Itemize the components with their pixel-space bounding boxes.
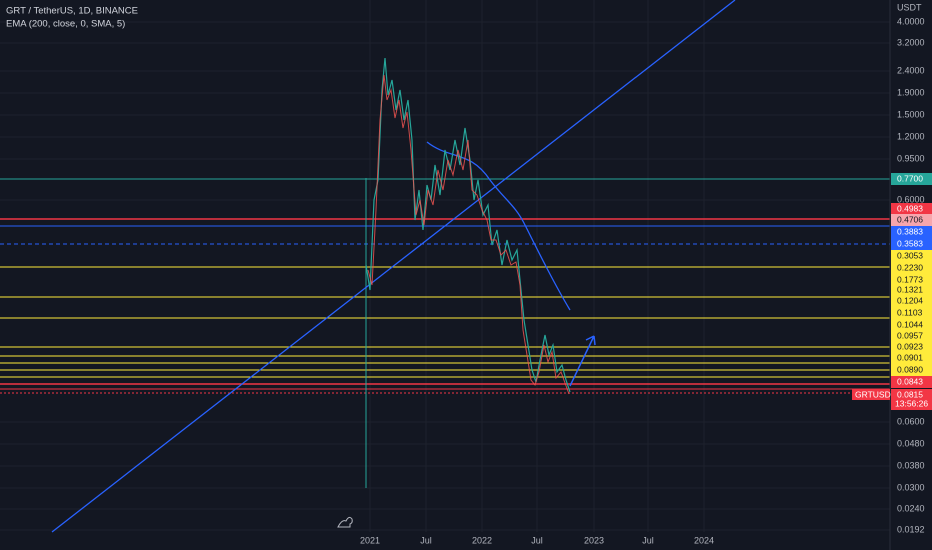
price-tag-bg [891, 173, 932, 185]
price-labels: 4.0000 3.2000 2.4000 1.9000 1.5000 1.2000 0.95… [897, 16, 925, 534]
price-tag-bg [891, 341, 932, 353]
symbol-price-bg [891, 389, 932, 410]
price-label: 0.9500 [897, 153, 925, 163]
price-tag: 0.0923 [897, 341, 923, 351]
levels [0, 178, 890, 488]
price-label: 3.2000 [897, 37, 925, 47]
time-axis: 2021 Jul 2022 Jul 2023 Jul 2024 [360, 535, 714, 545]
price-tag: 0.3583 [897, 238, 923, 248]
price-tag: 0.1044 [897, 319, 923, 329]
time-label: Jul [531, 535, 543, 545]
price-tag: 0.0843 [897, 376, 923, 386]
price-label: 1.9000 [897, 87, 925, 97]
price-tag: 0.1321 [897, 284, 923, 294]
price-label: 0.6000 [897, 194, 925, 204]
price-label: 0.0480 [897, 438, 925, 448]
price-label: 4.0000 [897, 16, 925, 26]
price-tag-bg [891, 319, 932, 331]
price-tag: 0.7700 [897, 173, 923, 183]
price-label: 1.2000 [897, 131, 925, 141]
price-tag-bg [891, 307, 932, 319]
price-tag-bg [891, 226, 932, 238]
symbol-name: GRTUSDT [855, 389, 896, 399]
price-label: 0.0240 [897, 503, 925, 513]
price-tag: 0.0957 [897, 330, 923, 340]
price-tag-bg [891, 274, 932, 286]
price-tag: 0.3053 [897, 250, 923, 260]
time-label: 2024 [694, 535, 714, 545]
price-tag-bg [891, 295, 932, 307]
price-unit: USDT [897, 2, 922, 12]
indicator-label: EMA (200, close, 0, SMA, 5) [6, 19, 125, 30]
price-tag-bg [891, 352, 932, 364]
price-label: 0.0600 [897, 416, 925, 426]
time-label: 2021 [360, 535, 380, 545]
price-label: 0.0192 [897, 524, 925, 534]
price-trace [367, 74, 570, 395]
symbol-title: GRT / TetherUS, 1D, BINANCE [6, 6, 138, 17]
price-tag-bg [891, 262, 932, 274]
trend-line [51, 0, 736, 533]
ema-line [426, 141, 571, 311]
price-tag-bg [891, 250, 932, 262]
price-tag-bg [891, 214, 932, 226]
price-tag-bg [891, 376, 932, 388]
price-label: 0.0380 [897, 460, 925, 470]
price-tag: 0.0901 [897, 352, 923, 362]
price-tag-bg [891, 284, 932, 296]
time-label: Jul [420, 535, 432, 545]
time-label: Jul [642, 535, 654, 545]
price-tag: 0.0890 [897, 364, 923, 374]
price-label: 2.4000 [897, 65, 925, 75]
price-tag: 0.1773 [897, 274, 923, 284]
price-label: 0.0300 [897, 482, 925, 492]
countdown: 13:56:26 [895, 398, 928, 408]
price-tag-bg [891, 203, 932, 215]
price-label: 1.5000 [897, 109, 925, 119]
symbol-tag: GRTUSDT 0.0815 13:56:26 [852, 389, 932, 410]
logo [337, 516, 353, 528]
time-label: 2022 [472, 535, 492, 545]
symbol-name-bg [852, 389, 890, 400]
symbol-price: 0.0815 [897, 389, 923, 399]
price-tag: 0.4983 [897, 203, 923, 213]
time-label: 2023 [584, 535, 604, 545]
grid [0, 0, 890, 532]
price-tag: 0.4706 [897, 214, 923, 224]
price-tag-bg [891, 238, 932, 250]
price-tag: 0.1204 [897, 295, 923, 305]
price-tag: 0.3883 [897, 226, 923, 236]
price-tag: 0.2230 [897, 262, 923, 272]
price-tag: 0.1103 [897, 307, 923, 317]
projection-arrow [569, 335, 596, 387]
price-tag-bg [891, 364, 932, 376]
price-tag-bg [891, 330, 932, 342]
